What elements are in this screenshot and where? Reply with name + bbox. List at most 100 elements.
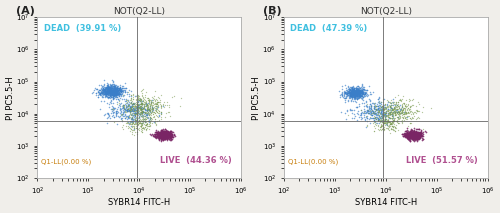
Point [409, 132, 417, 136]
Point [349, 89, 357, 92]
Point [362, 110, 370, 114]
Point [416, 134, 424, 138]
Point [139, 107, 147, 110]
Point [356, 88, 364, 91]
Point [160, 134, 168, 138]
Point [106, 89, 114, 92]
Point [415, 102, 423, 105]
Point [130, 112, 138, 115]
Point [116, 92, 124, 95]
Point [108, 91, 116, 94]
Point [136, 110, 144, 113]
Point [142, 115, 150, 118]
Point [148, 99, 156, 102]
Point [407, 131, 415, 135]
Point [113, 92, 121, 95]
Point [104, 90, 112, 93]
Point [346, 90, 354, 94]
Point [377, 129, 385, 132]
Point [161, 134, 169, 137]
Point [154, 134, 162, 137]
Point [151, 135, 159, 139]
Point [144, 103, 152, 107]
Point [400, 95, 407, 98]
Point [142, 127, 150, 130]
Point [356, 97, 364, 100]
Point [120, 104, 128, 107]
Point [144, 116, 152, 119]
Point [413, 134, 421, 138]
Point [105, 85, 113, 88]
Point [134, 97, 142, 101]
Point [104, 95, 112, 99]
Point [146, 119, 154, 123]
Point [350, 91, 358, 95]
Point [350, 88, 358, 92]
Point [105, 102, 113, 105]
Point [114, 86, 122, 90]
Point [342, 86, 350, 90]
Point [405, 137, 413, 140]
Point [352, 91, 360, 94]
Point [110, 107, 118, 110]
Point [160, 130, 168, 134]
Point [370, 125, 378, 128]
Point [154, 130, 162, 134]
Point [416, 132, 424, 135]
Point [404, 137, 412, 141]
Point [164, 133, 172, 137]
Point [407, 132, 415, 135]
Point [350, 91, 358, 94]
Point [410, 110, 418, 114]
Point [110, 93, 118, 96]
Point [405, 134, 413, 137]
Point [137, 105, 145, 109]
Point [390, 114, 398, 117]
Point [156, 133, 164, 136]
Point [105, 86, 113, 90]
Point [382, 107, 390, 110]
Point [406, 108, 413, 112]
Point [119, 112, 127, 115]
Point [140, 101, 148, 104]
Point [400, 135, 408, 138]
Point [141, 119, 149, 122]
Point [126, 109, 134, 112]
Point [116, 89, 124, 92]
Point [168, 138, 175, 141]
Point [415, 136, 423, 139]
Point [138, 104, 146, 107]
Point [126, 101, 134, 105]
Point [356, 90, 364, 94]
Point [386, 116, 394, 119]
Point [384, 104, 392, 107]
Point [131, 117, 139, 121]
Point [105, 89, 113, 92]
Point [361, 92, 369, 95]
Point [140, 118, 147, 121]
Point [134, 99, 142, 102]
Point [410, 135, 418, 138]
Point [107, 91, 115, 94]
Point [355, 88, 363, 91]
Point [148, 103, 156, 107]
Point [349, 87, 357, 91]
Point [108, 98, 116, 102]
Point [157, 117, 165, 120]
Point [352, 92, 360, 95]
Point [133, 130, 141, 134]
Point [124, 125, 132, 129]
Point [156, 103, 164, 106]
Point [120, 103, 128, 107]
Point [126, 108, 134, 112]
Point [143, 103, 151, 106]
Point [414, 135, 422, 138]
Point [374, 127, 382, 131]
Point [159, 102, 167, 105]
Point [134, 122, 142, 125]
Point [106, 92, 114, 95]
Point [160, 137, 168, 140]
Point [380, 121, 388, 124]
Point [412, 133, 420, 136]
Point [418, 131, 426, 134]
